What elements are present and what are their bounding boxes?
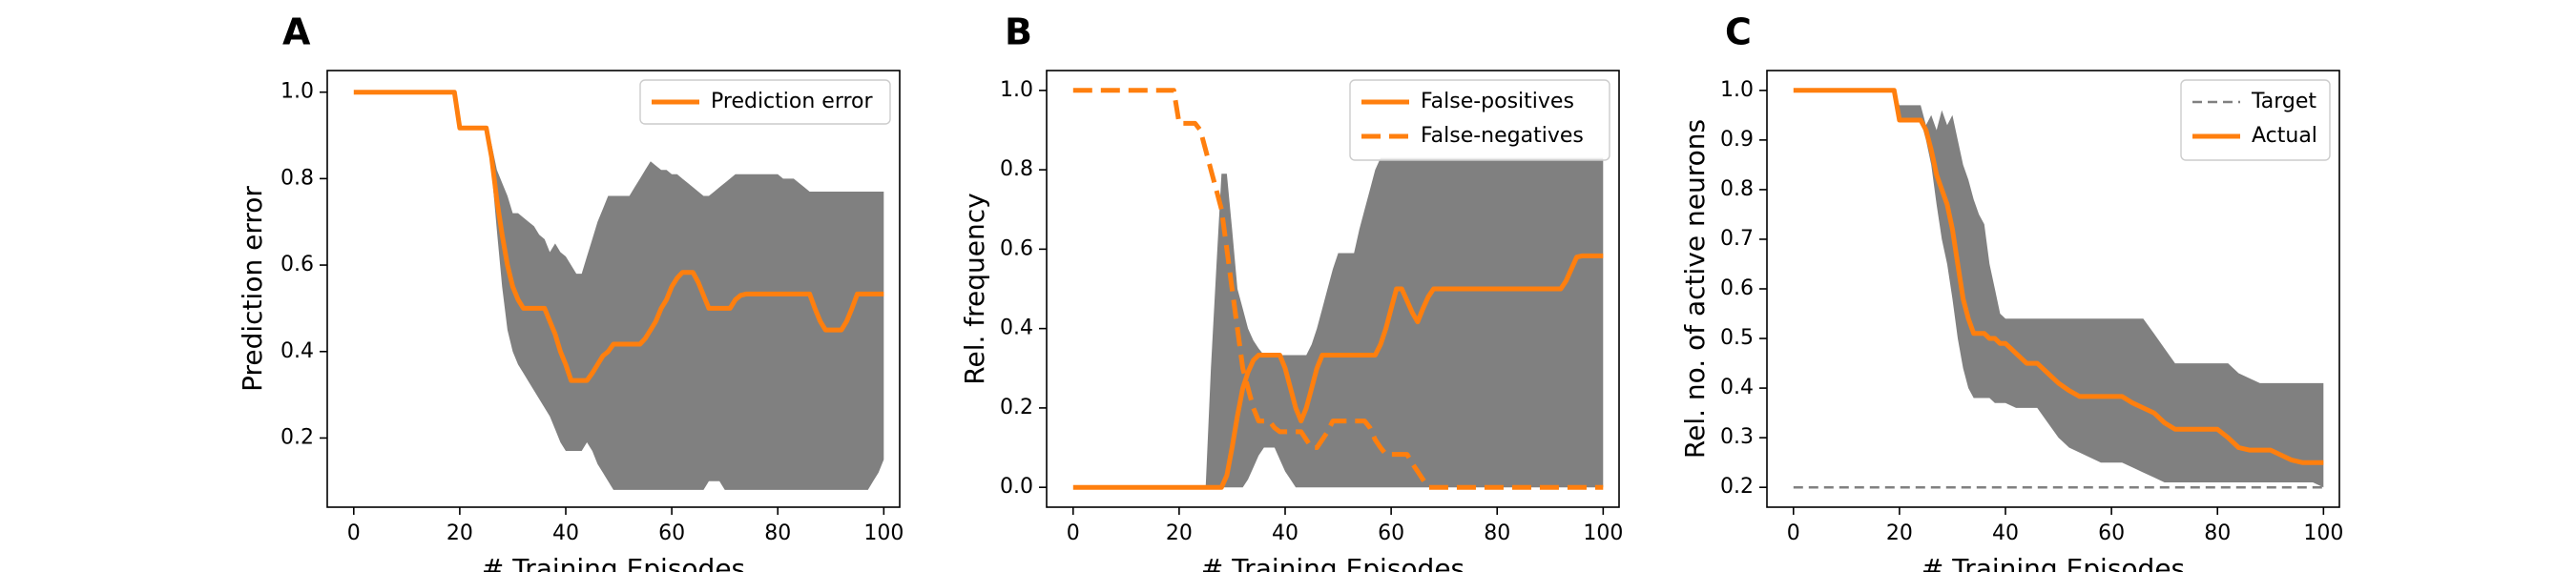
panel-letter: B [1005, 11, 1032, 53]
legend-label: False-positives [1421, 90, 1574, 113]
y-tick-label: 0.0 [1000, 475, 1033, 499]
axes-frame [326, 70, 901, 508]
x-tick-label: 20 [1886, 521, 1913, 545]
x-tick-label: 20 [447, 521, 473, 545]
y-tick-label: 0.6 [1720, 276, 1754, 300]
series-line-actual [1793, 88, 2324, 465]
y-tick-label: 0.4 [280, 339, 314, 363]
x-tick-label: 80 [764, 521, 791, 545]
y-tick-label: 0.6 [280, 253, 314, 276]
y-tick-label: 0.5 [1720, 326, 1754, 350]
x-tick-label: 20 [1166, 521, 1193, 545]
x-axis-label: # Training Episodes [1201, 553, 1465, 572]
axes-frame [1046, 70, 1620, 508]
y-axis-label: Prediction error [237, 186, 268, 392]
y-axis-label: Rel. no. of active neurons [1679, 119, 1711, 459]
series-line-prediction-error [353, 90, 884, 383]
y-tick-label: 0.4 [1000, 317, 1033, 340]
y-tick-label: 1.0 [280, 80, 314, 104]
y-axis-label: Rel. frequency [959, 193, 990, 384]
x-tick-label: 60 [658, 521, 685, 545]
y-tick-label: 0.2 [1000, 396, 1033, 419]
x-tick-label: 60 [2098, 521, 2125, 545]
x-tick-label: 0 [347, 521, 361, 545]
y-tick-label: 0.8 [280, 166, 314, 190]
x-axis-label: # Training Episodes [1922, 553, 2185, 572]
x-tick-label: 100 [2303, 521, 2343, 545]
x-axis-label: # Training Episodes [482, 553, 745, 572]
panel-a: A 0 20 40 60 80 100 0.2 0.4 0.6 0.8 1.0 # Training E… [237, 11, 904, 572]
y-tick-label: 0.9 [1720, 128, 1754, 152]
y-tick-label: 0.4 [1720, 376, 1754, 399]
y-tick-label: 0.7 [1720, 227, 1754, 251]
panel-c: C 0 20 40 60 80 100 0.2 0.3 0.4 0.5 0.6 0.7 0.8 0.9 1.0… [1679, 11, 2343, 572]
x-tick-label: 80 [2204, 521, 2231, 545]
legend-box [2180, 79, 2331, 161]
y-tick-label: 0.3 [1720, 425, 1754, 449]
legend-label: False-negatives [1421, 124, 1584, 148]
y-tick-label: 1.0 [1000, 78, 1033, 102]
panel-letter: A [282, 11, 311, 53]
legend-box [639, 79, 891, 125]
legend-label: Actual [2252, 124, 2317, 148]
plot-area [1793, 88, 2324, 489]
legend-label: Prediction error [711, 90, 873, 113]
y-tick-label: 0.8 [1000, 157, 1033, 181]
y-tick-label: 0.8 [1720, 177, 1754, 201]
panel-letter: C [1725, 11, 1752, 53]
legend: Prediction error [639, 79, 891, 125]
x-tick-label: 60 [1378, 521, 1404, 545]
x-tick-label: 0 [1067, 521, 1080, 545]
x-tick-label: 0 [1787, 521, 1800, 545]
confidence-band [1793, 90, 2324, 488]
legend: Target Actual [2180, 79, 2331, 161]
x-tick-label: 40 [1272, 521, 1298, 545]
y-tick-label: 0.2 [1720, 475, 1754, 499]
panel-b: B 0 20 40 60 80 100 0.0 0.2 0.4 0.6 0.8 1.0 # Trainin… [959, 11, 1623, 572]
confidence-band [1072, 157, 1604, 488]
legend: False-positives False-negatives [1349, 79, 1610, 161]
series-line-false-negatives [1072, 88, 1604, 490]
y-tick-label: 1.0 [1720, 78, 1754, 102]
plot-area [353, 90, 884, 490]
x-tick-label: 80 [1484, 521, 1510, 545]
plot-area [1072, 88, 1604, 490]
series-line-false-positives [1072, 253, 1604, 490]
x-tick-label: 100 [863, 521, 904, 545]
y-tick-label: 0.2 [280, 425, 314, 449]
confidence-band [353, 92, 884, 490]
x-tick-label: 40 [552, 521, 579, 545]
y-tick-label: 0.6 [1000, 236, 1033, 260]
x-tick-label: 40 [1992, 521, 2019, 545]
x-tick-label: 100 [1583, 521, 1623, 545]
legend-box [1349, 79, 1610, 161]
legend-label: Target [2251, 90, 2316, 113]
